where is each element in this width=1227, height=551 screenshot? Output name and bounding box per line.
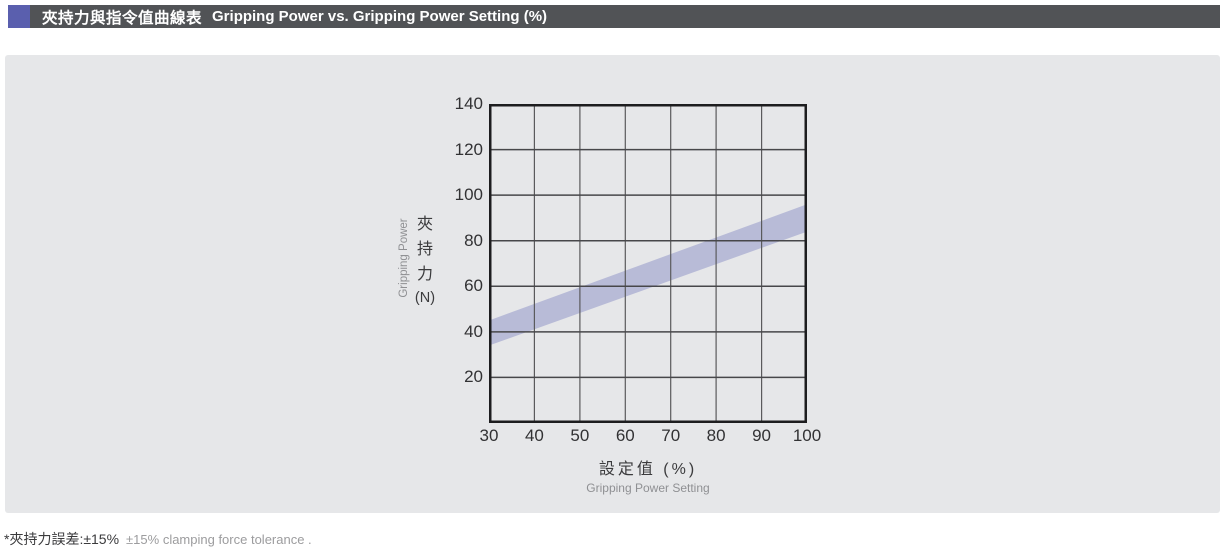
y-tick-label: 100 — [454, 185, 483, 205]
x-tick-label: 60 — [615, 426, 635, 445]
y-tick-label: 60 — [464, 276, 483, 296]
y-axis-label-zh-char: 夾 — [416, 216, 433, 233]
y-axis-label-zh-char: 力 — [416, 266, 433, 283]
x-tick-label: 70 — [661, 426, 681, 445]
x-tick-label: 80 — [706, 426, 726, 445]
tolerance-band — [489, 204, 807, 346]
y-tick-label: 140 — [454, 94, 483, 113]
plot-border — [489, 104, 807, 423]
y-axis-label-zh: 夾持力 (N) — [412, 212, 438, 309]
x-tick-label: 40 — [524, 426, 544, 445]
x-tick-label: 50 — [570, 426, 590, 445]
footnote-zh: *夾持力誤差:±15% — [4, 531, 120, 547]
chart-plot-area — [489, 104, 807, 423]
y-tick-label: 120 — [454, 139, 483, 159]
header-accent-square — [8, 5, 30, 28]
y-axis-label-en: Gripping Power — [398, 218, 410, 298]
x-axis-label-en: Gripping Power Setting — [586, 481, 710, 495]
x-tick-label: 30 — [479, 426, 499, 445]
section-header-bar: 夾持力與指令值曲線表 Gripping Power vs. Gripping P… — [30, 5, 1220, 28]
y-tick-label: 20 — [464, 367, 483, 387]
footnote: *夾持力誤差:±15% ±15% clamping force tolerance… — [4, 529, 312, 549]
section-title-en: Gripping Power vs. Gripping Power Settin… — [212, 8, 548, 25]
x-tick-label: 100 — [792, 426, 822, 445]
y-axis-label-zh-char: 持 — [416, 241, 433, 258]
x-tick-label: 90 — [752, 426, 772, 445]
x-axis-label-zh: 設定值 (%) — [598, 461, 698, 478]
y-tick-label: 40 — [464, 321, 483, 341]
y-axis-unit: (N) — [414, 290, 436, 306]
section-title-zh: 夾持力與指令值曲線表 — [42, 9, 203, 27]
y-tick-label: 80 — [464, 230, 483, 250]
footnote-en: ±15% clamping force tolerance . — [126, 532, 312, 547]
